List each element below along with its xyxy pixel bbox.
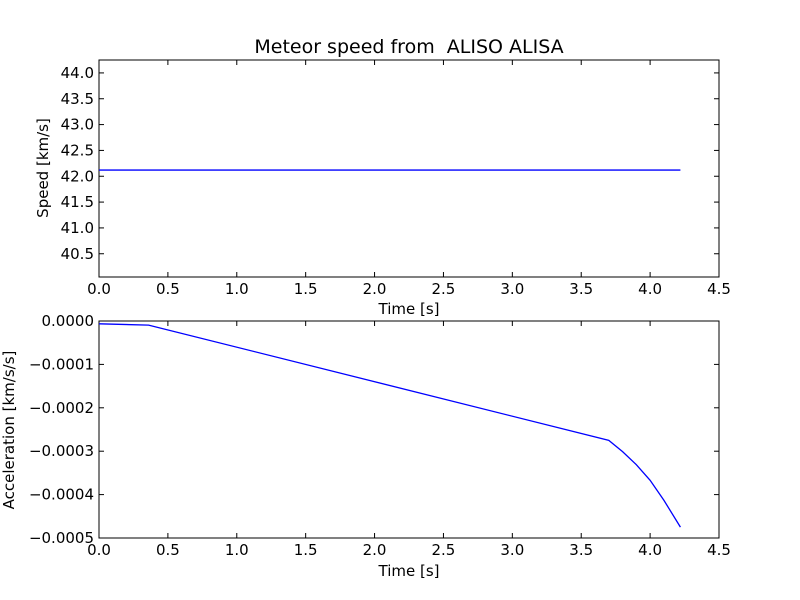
speed-x-tick-label: 2.5 (432, 280, 456, 298)
speed-x-tick-label: 1.0 (225, 280, 249, 298)
speed-y-tick-label: 40.5 (61, 245, 94, 263)
speed-x-tick-label: 4.0 (638, 280, 662, 298)
speed-x-tick-label: 2.0 (363, 280, 387, 298)
acceleration-plot-marks: 0.0 0.5 1.0 1.5 2.0 2.5 3.0 3.5 4.0 4.5 0.0000 −0.0… (29, 312, 731, 559)
acceleration-x-tick-label: 0.0 (87, 541, 111, 559)
speed-plot-frame (98, 59, 720, 278)
acceleration-x-tick-label: 2.0 (363, 541, 387, 559)
chart-title: Meteor speed from ALISO ALISA (254, 36, 563, 58)
speed-plot-marks: 0.0 0.5 1.0 1.5 2.0 2.5 3.0 3.5 4.0 4.5 40.5 41.0 41… (61, 60, 731, 298)
acceleration-y-tick-label: 0.0000 (42, 312, 95, 330)
acceleration-y-tick-label: −0.0003 (29, 442, 94, 460)
speed-x-tick-label: 0.0 (87, 280, 111, 298)
speed-y-tick-label: 42.5 (61, 141, 94, 159)
speed-x-axis-label: Time [s] (378, 300, 440, 318)
acceleration-x-tick-label: 0.5 (156, 541, 180, 559)
speed-y-tick-label: 43.5 (61, 90, 94, 108)
acceleration-x-tick-label: 4.0 (638, 541, 662, 559)
speed-y-tick-label: 42.0 (61, 167, 94, 185)
acceleration-x-axis-label: Time [s] (378, 562, 440, 580)
speed-x-tick-label: 1.5 (294, 280, 318, 298)
acceleration-y-tick-label: −0.0005 (29, 529, 94, 547)
speed-x-tick-label: 0.5 (156, 280, 180, 298)
acceleration-y-tick-label: −0.0002 (29, 399, 94, 417)
speed-y-axis-label: Speed [km/s] (34, 118, 52, 218)
acceleration-x-tick-label: 2.5 (432, 541, 456, 559)
speed-y-tick-label: 44.0 (61, 64, 94, 82)
acceleration-series-line (98, 323, 681, 528)
acceleration-x-tick-label: 1.5 (294, 541, 318, 559)
speed-x-tick-label: 4.5 (707, 280, 731, 298)
speed-y-tick-label: 41.5 (61, 193, 94, 211)
acceleration-y-tick-label: −0.0001 (29, 355, 94, 373)
acceleration-x-tick-label: 4.5 (707, 541, 731, 559)
speed-x-tick-label: 3.0 (500, 280, 524, 298)
acceleration-x-tick-label: 3.5 (569, 541, 593, 559)
acceleration-x-tick-label: 1.0 (225, 541, 249, 559)
acceleration-plot-frame (98, 320, 720, 539)
speed-x-tick-label: 3.5 (569, 280, 593, 298)
acceleration-x-tick-label: 3.0 (500, 541, 524, 559)
speed-y-tick-label: 41.0 (61, 219, 94, 237)
acceleration-y-tick-label: −0.0004 (29, 486, 94, 504)
acceleration-y-axis-label: Acceleration [km/s/s] (0, 351, 18, 510)
speed-y-tick-label: 43.0 (61, 116, 94, 134)
